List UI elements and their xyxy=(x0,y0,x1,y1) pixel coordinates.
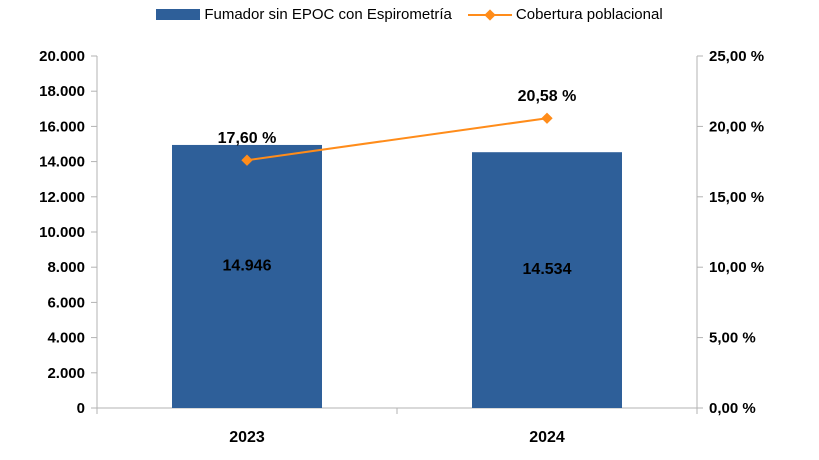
left-axis-tick-label: 18.000 xyxy=(39,83,85,100)
left-axis-tick-label: 6.000 xyxy=(47,294,85,311)
right-axis-tick-label: 15,00 % xyxy=(709,189,764,206)
x-axis-category-label: 2024 xyxy=(529,429,565,446)
left-axis-tick-label: 4.000 xyxy=(47,330,85,347)
left-axis-tick-label: 16.000 xyxy=(39,118,85,135)
legend-item-bar-series: Fumador sin EPOC con Espirometría xyxy=(156,6,452,23)
legend-bar-swatch xyxy=(156,9,201,20)
coverage-data-label: 20,58 % xyxy=(518,88,577,105)
legend-line-label: Cobertura poblacional xyxy=(515,6,663,23)
legend-line-swatch xyxy=(467,8,512,21)
right-axis-tick-label: 20,00 % xyxy=(709,118,764,135)
bar-2023 xyxy=(172,144,322,409)
left-axis-tick-label: 20.000 xyxy=(39,48,85,65)
left-axis-tick-label: 12.000 xyxy=(39,189,85,206)
left-axis-tick-label: 0 xyxy=(77,400,85,417)
coverage-point-2023 xyxy=(241,154,253,166)
left-axis-tick-label: 10.000 xyxy=(39,224,85,241)
legend-item-line-series: Cobertura poblacional xyxy=(467,6,663,23)
coverage-line xyxy=(246,117,548,162)
bar-data-label: 14.534 xyxy=(523,261,572,278)
left-axis-tick-label: 14.000 xyxy=(39,154,85,171)
chart-legend: Fumador sin EPOC con Espirometría Cobert… xyxy=(0,6,819,23)
coverage-point-2024 xyxy=(541,112,553,124)
x-axis-category-label: 2023 xyxy=(229,429,265,446)
right-axis-tick-label: 0,00 % xyxy=(709,400,756,417)
left-axis-tick-label: 2.000 xyxy=(47,365,85,382)
left-axis-tick-label: 8.000 xyxy=(47,259,85,276)
bar-2024 xyxy=(472,152,622,408)
bar-data-label: 14.946 xyxy=(223,257,272,274)
legend-bar-label: Fumador sin EPOC con Espirometría xyxy=(204,6,452,23)
right-axis-tick-label: 10,00 % xyxy=(709,259,764,276)
right-axis-tick-label: 25,00 % xyxy=(709,48,764,65)
coverage-data-label: 17,60 % xyxy=(218,130,277,147)
right-axis-tick-label: 5,00 % xyxy=(709,330,756,347)
